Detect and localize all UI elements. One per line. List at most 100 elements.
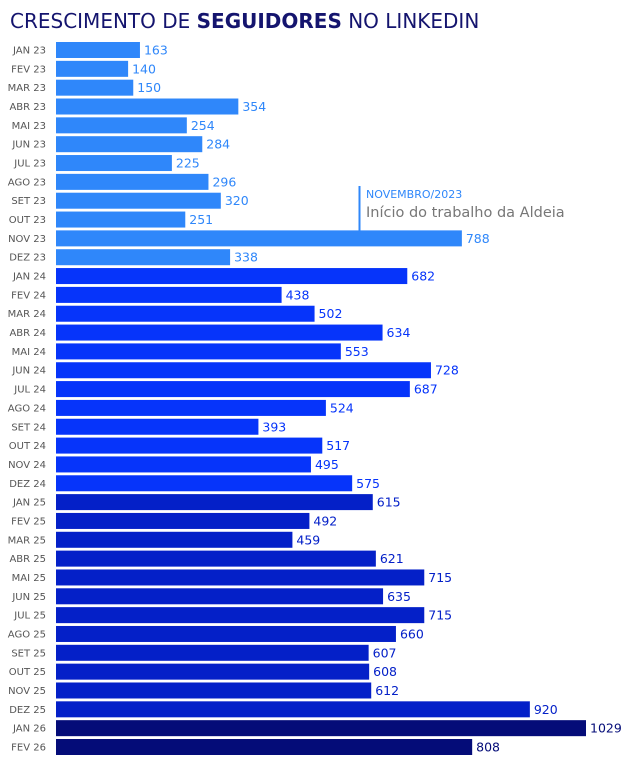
- category-label: SET 25: [11, 648, 46, 659]
- bar: [56, 456, 311, 473]
- category-label: JAN 25: [12, 498, 46, 509]
- bar: [56, 249, 231, 266]
- data-label: 495: [315, 457, 339, 472]
- bar: [56, 173, 209, 190]
- category-label: FEV 23: [11, 64, 46, 75]
- category-label: OUT 23: [9, 215, 46, 226]
- category-label: JUN 25: [11, 592, 46, 603]
- data-label: 393: [262, 419, 286, 434]
- category-label: SET 24: [11, 422, 46, 433]
- category-label: ABR 25: [9, 554, 46, 565]
- bar: [56, 268, 408, 285]
- bar: [56, 136, 203, 153]
- data-label: 502: [319, 306, 343, 321]
- chart-title: CRESCIMENTO DE SEGUIDORES NO LINKEDIN: [10, 9, 479, 33]
- data-label: 612: [375, 683, 399, 698]
- bar: [56, 720, 586, 737]
- category-label: AGO 23: [8, 177, 46, 188]
- bar: [56, 343, 341, 360]
- data-label: 575: [356, 476, 380, 491]
- bar: [56, 550, 376, 567]
- data-label: 492: [313, 513, 337, 528]
- category-label: NOV 23: [8, 234, 46, 245]
- bar: [56, 98, 239, 115]
- data-label: 354: [242, 99, 266, 114]
- bar: [56, 42, 140, 58]
- data-label: 296: [212, 174, 236, 189]
- category-label: DEZ 25: [9, 705, 46, 716]
- annotation-text: Início do trabalho da Aldeia: [366, 205, 565, 221]
- bar: [56, 644, 369, 661]
- bar: [56, 475, 353, 492]
- bar: [56, 607, 425, 624]
- data-label: 254: [191, 118, 215, 133]
- category-label: AGO 24: [8, 403, 46, 414]
- data-label: 163: [144, 43, 168, 58]
- category-label: FEV 26: [11, 743, 46, 754]
- category-label: MAI 23: [12, 121, 46, 132]
- bar: [56, 739, 473, 755]
- category-label: OUT 25: [9, 667, 46, 678]
- bar: [56, 701, 530, 718]
- data-label: 808: [476, 740, 500, 755]
- data-label: 140: [132, 61, 156, 76]
- category-label: DEZ 24: [9, 479, 46, 490]
- data-label: 524: [330, 400, 354, 415]
- data-label: 284: [206, 137, 230, 152]
- data-label: 517: [326, 438, 350, 453]
- bar: [56, 588, 384, 605]
- bar: [56, 682, 372, 699]
- bar: [56, 663, 370, 680]
- bar: [56, 531, 293, 548]
- category-label: MAR 23: [8, 83, 46, 94]
- data-label: 608: [373, 664, 397, 679]
- bar: [56, 512, 310, 529]
- data-label: 660: [400, 626, 424, 641]
- category-label: NOV 24: [8, 460, 46, 471]
- bar: [56, 60, 129, 77]
- category-label: JUN 23: [11, 140, 46, 151]
- category-label: FEV 25: [11, 516, 46, 527]
- category-label: JUN 24: [11, 366, 46, 377]
- bar: [56, 286, 282, 303]
- data-label: 615: [377, 495, 401, 510]
- category-label: JAN 23: [12, 46, 46, 57]
- category-label: NOV 25: [8, 686, 46, 697]
- category-label: AGO 25: [8, 629, 46, 640]
- data-label: 459: [296, 532, 320, 547]
- bar: [56, 625, 396, 642]
- data-label: 320: [225, 193, 249, 208]
- data-label: 728: [435, 363, 459, 378]
- category-label: JUL 24: [13, 385, 46, 396]
- data-label: 687: [414, 382, 438, 397]
- data-label: 150: [137, 80, 161, 95]
- category-label: SET 23: [11, 196, 46, 207]
- bar: [56, 324, 383, 341]
- bar: [56, 155, 172, 172]
- bar: [56, 117, 187, 134]
- category-label: MAI 24: [12, 347, 46, 358]
- data-label: 634: [387, 325, 411, 340]
- category-label: FEV 24: [11, 290, 46, 301]
- bar: [56, 79, 134, 96]
- category-label: DEZ 23: [9, 253, 46, 264]
- category-label: MAR 24: [8, 309, 46, 320]
- category-label: JAN 26: [12, 724, 46, 735]
- category-label: JUL 25: [13, 611, 46, 622]
- category-label: ABR 24: [9, 328, 46, 339]
- data-label: 715: [428, 608, 452, 623]
- bar: [56, 305, 315, 322]
- category-label: ABR 23: [9, 102, 46, 113]
- data-label: 338: [234, 250, 258, 265]
- data-label: 682: [411, 269, 435, 284]
- bar: [56, 192, 221, 209]
- bar: [56, 362, 431, 379]
- bar: [56, 211, 186, 228]
- data-label: 225: [176, 156, 200, 171]
- category-label: JAN 24: [12, 272, 46, 283]
- bar: [56, 381, 410, 398]
- category-label: MAI 25: [12, 573, 46, 584]
- data-label: 715: [428, 570, 452, 585]
- bar: [56, 569, 425, 586]
